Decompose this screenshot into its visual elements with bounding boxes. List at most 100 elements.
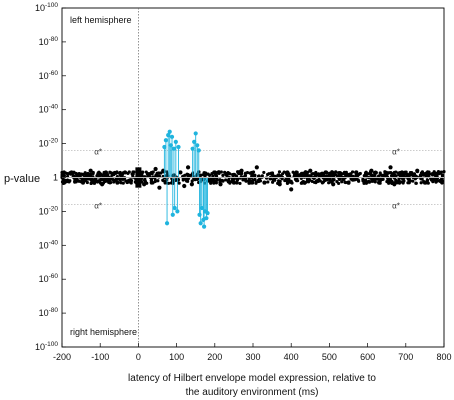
noise-point	[232, 172, 236, 176]
noise-point	[251, 170, 256, 174]
data-point	[331, 182, 336, 187]
noise-point	[370, 178, 374, 183]
data-point	[338, 172, 343, 177]
noise-point	[411, 179, 415, 183]
data-point	[376, 180, 382, 185]
noise-point	[243, 171, 248, 175]
threshold-lines: α* α* α* α*	[62, 147, 444, 211]
noise-point	[310, 179, 314, 184]
noise-point	[74, 171, 78, 176]
noise-point	[358, 171, 362, 176]
data-point	[300, 180, 305, 185]
noise-point	[150, 172, 154, 176]
data-point	[247, 178, 252, 183]
noise-point	[326, 174, 330, 178]
significant-point	[164, 221, 170, 226]
significant-point	[196, 148, 201, 153]
data-point	[107, 177, 112, 182]
threshold-label: α*	[94, 202, 102, 211]
noise-point	[414, 181, 418, 185]
noise-point	[206, 179, 210, 183]
threshold-label: α*	[392, 202, 400, 211]
data-point	[361, 178, 366, 183]
noise-point	[277, 170, 282, 174]
noise-point	[337, 181, 341, 186]
noise-point	[293, 177, 298, 181]
noise-point	[219, 170, 223, 174]
noise-point	[103, 174, 108, 178]
noise-point	[109, 180, 113, 185]
data-point	[115, 180, 120, 185]
noise-point	[207, 173, 212, 177]
x-tick-label: 100	[169, 352, 184, 362]
data-point	[384, 172, 389, 177]
noise-point	[227, 178, 231, 182]
data-point	[254, 165, 259, 170]
x-axis-label-line1: latency of Hilbert envelope model expres…	[128, 373, 376, 384]
noise-point	[221, 173, 225, 178]
noise-point	[331, 170, 335, 175]
noise-point	[289, 179, 293, 183]
noise-point	[284, 177, 288, 181]
noise-point	[97, 179, 101, 183]
significant-point	[171, 146, 177, 151]
data-point	[142, 182, 147, 187]
data-point	[212, 170, 217, 175]
noise-point	[214, 180, 218, 184]
noise-point	[344, 180, 348, 185]
data-point	[145, 172, 151, 177]
noise-point	[340, 180, 344, 184]
significant-point	[172, 205, 177, 211]
noise-point	[266, 180, 270, 184]
noise-point	[434, 180, 438, 184]
noise-point	[157, 171, 161, 175]
noise-point	[376, 177, 380, 181]
x-tick-label: 700	[398, 352, 413, 362]
x-tick-label: 300	[245, 352, 260, 362]
data-point	[218, 182, 223, 187]
data-point	[65, 178, 70, 183]
significant-point	[163, 138, 169, 143]
noise-point	[102, 178, 106, 182]
y-ticks: 10-100 10-80 10-60 10-40 10-20 1 10-20 10-40 10-…	[35, 2, 66, 352]
y-axis-label: p-value	[4, 173, 40, 185]
x-tick-label: 600	[360, 352, 375, 362]
noise-point	[377, 174, 381, 178]
data-point	[61, 173, 67, 178]
noise-point	[260, 174, 264, 178]
y-tick-label: 10-60	[39, 70, 59, 81]
data-point	[153, 166, 158, 172]
significant-point	[199, 205, 204, 211]
data-point	[80, 180, 86, 185]
noise-point	[190, 179, 194, 183]
noise-point	[126, 171, 130, 175]
noise-point	[408, 171, 413, 175]
data-point	[289, 187, 294, 192]
noise-point	[422, 172, 426, 176]
noise-point	[432, 178, 436, 182]
y-tick-label: 10-40	[39, 239, 59, 250]
data-point	[182, 183, 187, 189]
noise-point	[442, 170, 446, 174]
noise-point	[277, 179, 281, 183]
y-tick-label: 10-100	[35, 2, 58, 13]
x-tick-label: -200	[53, 352, 71, 362]
data-point	[224, 172, 229, 177]
noise-point	[435, 177, 439, 182]
data-point	[122, 170, 128, 175]
x-tick-label: -100	[91, 352, 109, 362]
data-point	[292, 172, 298, 177]
significant-point	[204, 216, 209, 221]
noise-point	[238, 181, 242, 186]
noise-point	[412, 172, 416, 176]
noise-point	[195, 177, 200, 181]
significant-point	[167, 129, 172, 134]
noise-point	[235, 178, 239, 182]
significant-point	[205, 210, 210, 216]
data-point	[92, 178, 97, 183]
noise-point	[124, 179, 128, 183]
data-point	[96, 172, 101, 177]
data-point	[111, 172, 116, 177]
noise-point	[241, 178, 245, 182]
data-point	[430, 172, 435, 177]
